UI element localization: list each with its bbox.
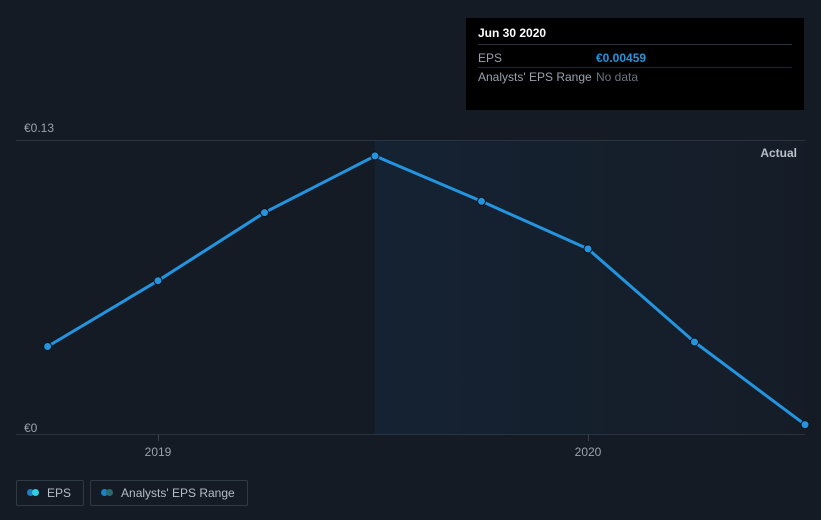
legend-dot-icon	[27, 489, 39, 497]
legend-item-analysts-range[interactable]: Analysts' EPS Range	[90, 480, 248, 506]
legend-label: EPS	[47, 486, 71, 500]
chart-legend: EPS Analysts' EPS Range	[16, 480, 248, 506]
legend-item-eps[interactable]: EPS	[16, 480, 84, 506]
chart-line-series	[16, 140, 805, 435]
x-tick	[588, 435, 589, 441]
x-axis-label: 2019	[145, 445, 172, 459]
x-axis: 2019 2020	[16, 435, 805, 465]
tooltip-row-label: EPS	[478, 51, 596, 65]
legend-dot-icon	[101, 489, 113, 497]
tooltip-date: Jun 30 2020	[478, 26, 792, 45]
x-tick	[158, 435, 159, 441]
y-axis-label-top: €0.13	[24, 121, 54, 135]
chart-tooltip: Jun 30 2020 EPS €0.00459 Analysts' EPS R…	[466, 18, 804, 110]
tooltip-row: Analysts' EPS Range No data	[478, 68, 792, 86]
tooltip-row-value: No data	[596, 70, 638, 84]
tooltip-row: EPS €0.00459	[478, 49, 792, 68]
legend-label: Analysts' EPS Range	[121, 486, 235, 500]
tooltip-row-label: Analysts' EPS Range	[478, 70, 596, 84]
x-axis-label: 2020	[575, 445, 602, 459]
tooltip-row-value: €0.00459	[596, 51, 646, 65]
chart-plot-area	[16, 140, 805, 435]
